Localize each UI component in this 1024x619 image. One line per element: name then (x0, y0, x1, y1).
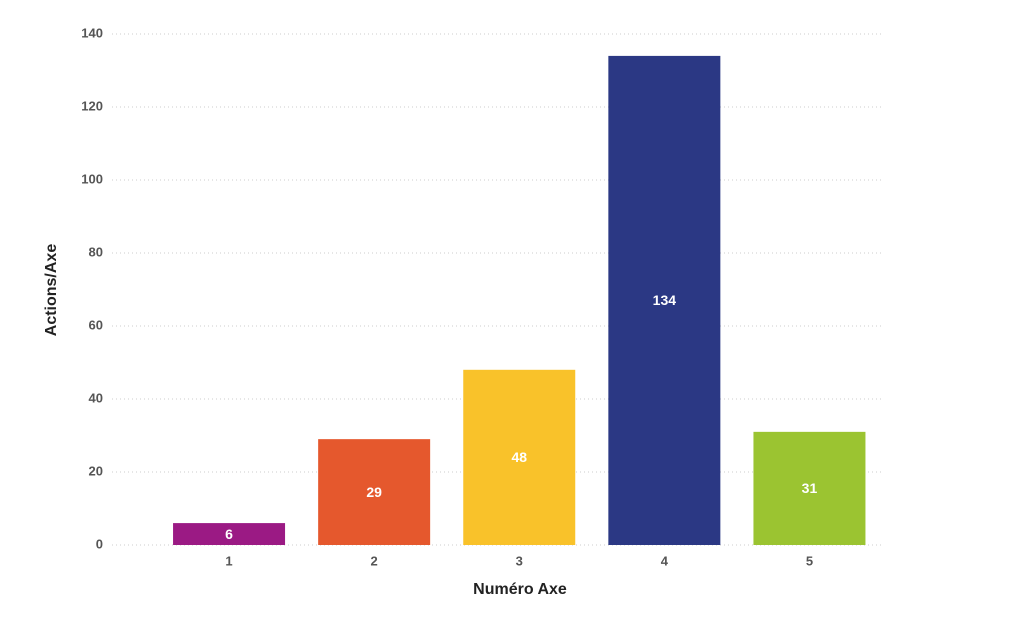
y-tick-label: 100 (81, 171, 103, 186)
x-tick-label: 4 (661, 553, 669, 568)
x-tick-label: 3 (516, 553, 523, 568)
x-axis-title: Numéro Axe (473, 581, 567, 598)
x-tick-label: 5 (806, 553, 813, 568)
data-label: 48 (511, 449, 527, 465)
data-label: 29 (366, 484, 382, 500)
y-tick-label: 40 (89, 390, 103, 405)
y-tick-label: 60 (89, 317, 103, 332)
y-tick-label: 120 (81, 98, 103, 113)
data-label: 134 (653, 292, 677, 308)
x-tick-label: 2 (371, 553, 378, 568)
bar (608, 55, 721, 546)
y-tick-label: 80 (89, 244, 103, 259)
data-label: 6 (225, 526, 233, 542)
y-axis-title: Actions/Axe (43, 244, 60, 337)
y-tick-label: 140 (81, 25, 103, 40)
x-tick-label: 1 (225, 553, 232, 568)
bar (318, 439, 431, 545)
data-label: 31 (802, 480, 818, 496)
y-tick-label: 0 (96, 536, 103, 551)
y-tick-label: 20 (89, 463, 103, 478)
bar (173, 523, 286, 545)
bar (463, 369, 576, 545)
bar (753, 431, 866, 545)
